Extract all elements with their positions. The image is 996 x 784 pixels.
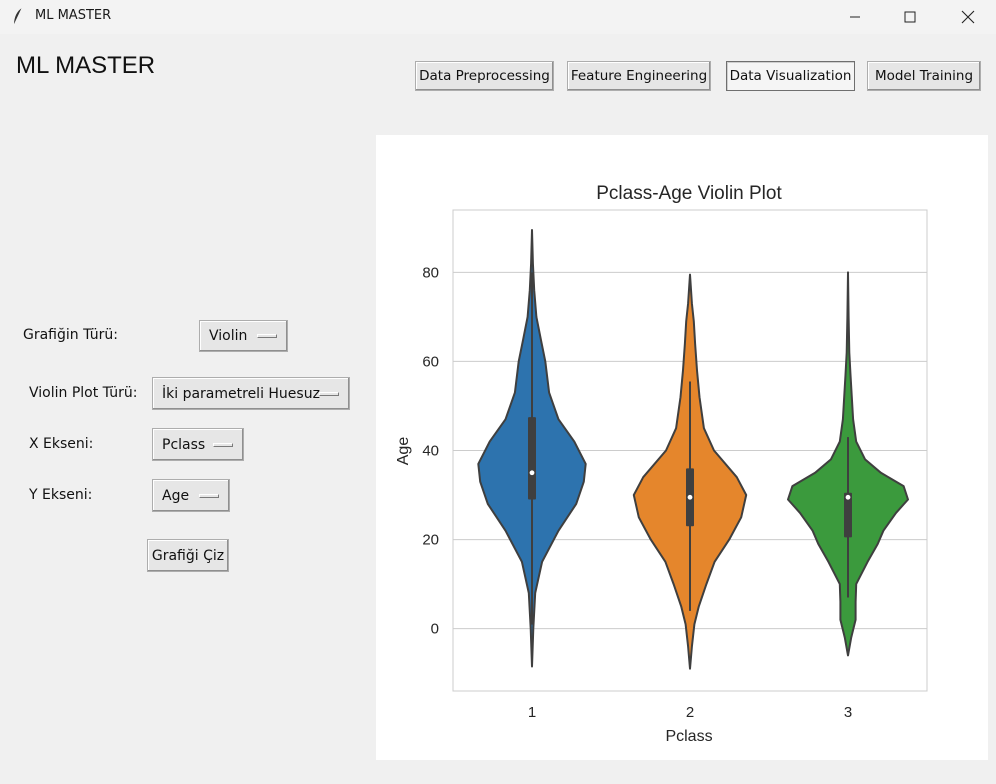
violin-iqr-box-3 [844,492,852,538]
violin-median-2 [687,494,693,500]
violin-type-dropdown[interactable]: İki parametreli Huesuz [152,377,350,410]
minimize-button[interactable] [828,0,882,34]
maximize-button[interactable] [883,0,937,34]
violin-iqr-box-1 [528,417,536,500]
app-heading: ML MASTER [16,52,156,79]
x-tick-label: 1 [528,704,536,721]
title-bar: ML MASTER [0,0,996,34]
draw-chart-button[interactable]: Grafiği Çiz [147,539,229,572]
window-title: ML MASTER [35,8,112,23]
y-tick-label: 40 [422,443,439,460]
maximize-icon [904,11,916,23]
y-axis-title: Age [395,437,412,466]
y-axis-value: Age [162,487,190,504]
data-preprocessing-button[interactable]: Data Preprocessing [415,61,554,91]
x-axis-value: Pclass [162,436,206,453]
feature-engineering-button[interactable]: Feature Engineering [567,61,711,91]
chart-title: Pclass-Age Violin Plot [596,183,782,204]
dropdown-indicator-icon [213,442,233,447]
minimize-icon [850,16,860,18]
x-tick-label: 2 [686,704,694,721]
dropdown-indicator-icon [199,493,219,498]
dropdown-indicator-icon [257,334,277,338]
violin-type-label: Violin Plot Türü: [29,385,138,401]
y-axis-label: Y Ekseni: [29,487,93,503]
plot-frame [452,209,928,692]
feather-icon [13,7,23,26]
y-tick-label: 80 [422,264,439,281]
chart-type-label: Grafiğin Türü: [23,327,118,343]
model-training-button[interactable]: Model Training [867,61,981,91]
x-axis-title: Pclass [665,728,712,745]
violin-median-3 [845,494,851,500]
chart-panel: Pclass-Age Violin Plot 0 20 40 60 80 1 2 3 Pcla… [376,135,988,760]
x-axis-label: X Ekseni: [29,436,94,452]
dropdown-indicator-icon [319,391,339,396]
violin-chart: Pclass-Age Violin Plot 0 20 40 60 80 1 2 3 Pcla… [395,183,928,745]
chart-type-value: Violin [209,328,248,344]
x-tick-label: 3 [844,704,852,721]
x-axis-dropdown[interactable]: Pclass [152,428,244,461]
close-button[interactable] [941,0,995,34]
y-tick-label: 20 [422,532,439,549]
violin-median-1 [529,470,535,476]
data-visualization-button[interactable]: Data Visualization [726,61,855,91]
violin-type-value: İki parametreli Huesuz [162,385,320,402]
y-tick-label: 0 [431,621,439,638]
chart-type-dropdown[interactable]: Violin [199,320,288,352]
close-icon [961,10,975,24]
y-tick-label: 60 [422,353,439,370]
y-axis-dropdown[interactable]: Age [152,479,230,512]
